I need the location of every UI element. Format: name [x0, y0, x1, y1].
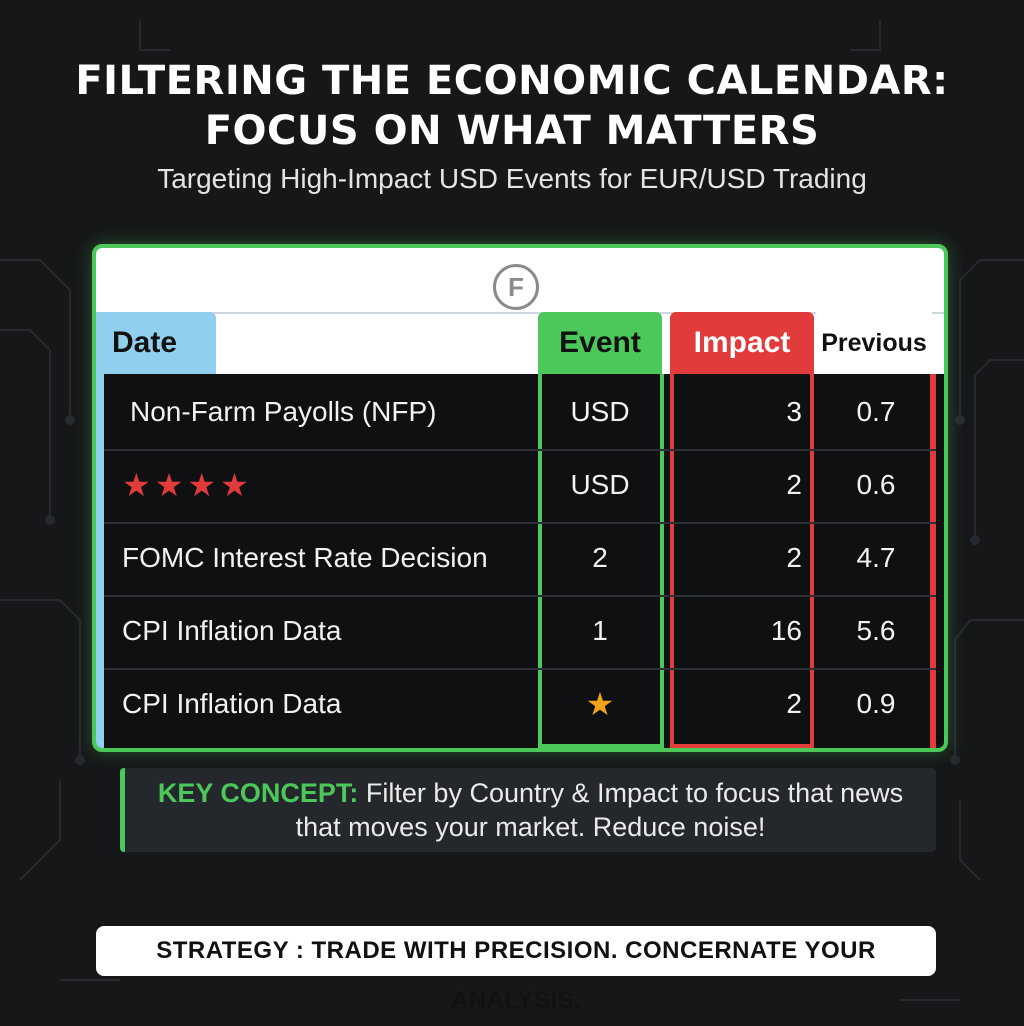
page-title-line1: FILTERING THE ECONOMIC CALENDAR:: [75, 58, 949, 104]
cell-event: 2: [592, 542, 608, 573]
key-concept-label: KEY CONCEPT:: [157, 778, 359, 808]
column-header-previous[interactable]: Previous: [816, 312, 932, 374]
page-subtitle: Targeting High-Impact USD Events for EUR…: [157, 163, 867, 194]
cell-date: CPI Inflation Data: [122, 615, 342, 646]
table-row[interactable]: CPI Inflation Data 1 16 5.6: [104, 595, 936, 670]
previous-column-edge: [930, 374, 936, 748]
brand-logo: F: [493, 264, 539, 310]
table-row[interactable]: FOMC Interest Rate Decision 2 2 4.7: [104, 522, 936, 597]
page-title-line2: FOCUS ON WHAT MATTERS: [204, 108, 820, 154]
calendar-table-panel: F Date Event Impact Previous Non-Farm Pa…: [92, 244, 948, 752]
cell-impact: 3: [786, 396, 802, 427]
cell-event: USD: [570, 396, 630, 427]
cell-event: 1: [592, 615, 608, 646]
strategy-banner: STRATEGY : TRADE WITH PRECISION. CONCERN…: [96, 926, 936, 1014]
cell-event: USD: [570, 469, 630, 500]
key-concept-text-line1: Filter by Country & Impact to focus that…: [365, 778, 904, 808]
date-column-highlight: [96, 374, 104, 748]
column-header-impact[interactable]: Impact: [670, 312, 814, 374]
cell-previous: 0.6: [856, 469, 896, 500]
cell-impact: 2: [786, 469, 802, 500]
star-icon: ★: [585, 686, 615, 722]
cell-impact: 2: [786, 688, 802, 719]
key-concept-box: KEY CONCEPT: Filter by Country & Impact …: [120, 768, 936, 852]
impact-stars-icon: ★★★★: [122, 467, 253, 503]
cell-impact: 2: [786, 542, 802, 573]
table-row[interactable]: Non-Farm Payolls (NFP) USD 3 0.7: [104, 376, 936, 451]
impact-column-highlight: [670, 374, 814, 748]
cell-previous: 0.7: [856, 396, 896, 427]
cell-date: CPI Inflation Data: [122, 688, 342, 719]
table-row[interactable]: CPI Inflation Data ★ 2 0.9: [104, 668, 936, 741]
event-column-highlight: [538, 374, 664, 748]
key-concept-text-line2: that moves your market. Reduce noise!: [295, 812, 766, 842]
cell-previous: 4.7: [856, 542, 896, 573]
column-header-date[interactable]: Date: [96, 312, 216, 374]
cell-previous: 0.9: [856, 688, 896, 719]
cell-previous: 5.6: [856, 615, 896, 646]
cell-date: Non-Farm Payolls (NFP): [130, 396, 437, 427]
cell-date: FOMC Interest Rate Decision: [122, 542, 488, 573]
table-row[interactable]: ★★★★ USD 2 0.6: [104, 449, 936, 524]
header-divider: [96, 312, 944, 314]
cell-impact: 16: [770, 615, 802, 646]
column-header-event[interactable]: Event: [538, 312, 662, 374]
